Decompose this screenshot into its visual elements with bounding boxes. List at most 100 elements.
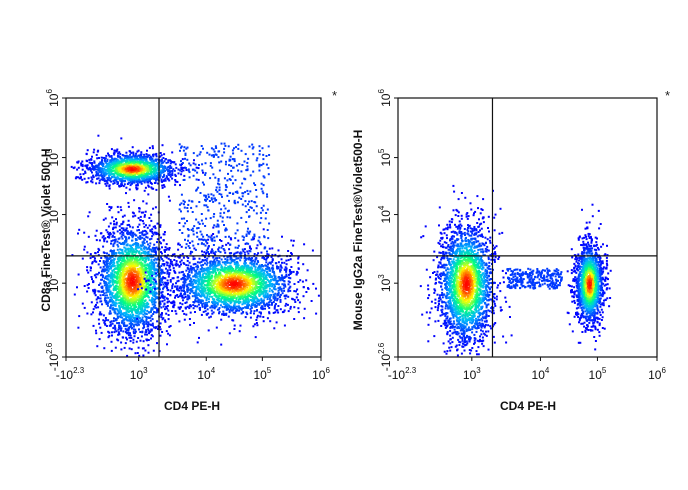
event-dot <box>101 236 104 239</box>
event-dot <box>140 276 143 279</box>
event-dot <box>131 146 134 149</box>
event-dot <box>160 236 162 239</box>
event-dot <box>204 307 206 310</box>
event-dot <box>137 323 140 326</box>
event-dot <box>132 152 135 155</box>
event-dot <box>146 174 149 177</box>
event-dot <box>125 268 128 271</box>
event-dot <box>152 349 155 352</box>
event-dot <box>132 164 135 167</box>
event-dot <box>197 288 200 290</box>
event-dot <box>131 268 134 271</box>
event-dot <box>120 180 123 183</box>
event-dot <box>137 263 140 266</box>
event-dot <box>81 257 84 260</box>
event-dot <box>127 169 130 172</box>
event-dot <box>76 286 78 289</box>
event-dot <box>144 173 146 176</box>
event-dot <box>179 184 181 187</box>
event-dot <box>166 177 169 180</box>
event-dot <box>140 295 143 298</box>
event-dot <box>141 175 144 178</box>
event-dot <box>141 165 144 168</box>
event-dot <box>150 186 153 189</box>
event-dot <box>169 175 172 178</box>
event-dot <box>130 176 133 178</box>
event-dot <box>154 292 156 295</box>
event-dot <box>154 247 157 249</box>
event-dot <box>122 257 125 260</box>
event-dot <box>80 176 82 179</box>
event-dot <box>104 268 107 271</box>
event-dot <box>147 250 150 253</box>
event-dot <box>115 293 118 296</box>
event-dot <box>128 258 131 261</box>
event-dot <box>99 326 102 329</box>
event-dot <box>122 179 125 182</box>
event-dot <box>99 266 102 269</box>
event-dot <box>164 308 166 311</box>
event-dot <box>87 168 90 171</box>
event-dot <box>97 172 100 175</box>
event-dot <box>148 238 151 241</box>
event-dot <box>154 153 157 156</box>
event-dot <box>140 174 143 177</box>
event-dot <box>128 188 131 191</box>
event-dot <box>137 154 140 157</box>
event-dot <box>120 329 122 332</box>
event-dot <box>127 319 130 322</box>
event-dot <box>144 331 147 334</box>
event-dot <box>113 258 116 261</box>
event-dot <box>96 164 99 167</box>
event-dot <box>102 268 104 271</box>
event-dot <box>151 170 154 173</box>
event-dot <box>103 280 105 283</box>
event-dot <box>114 239 116 241</box>
event-dot <box>113 161 116 164</box>
event-dot <box>133 281 136 284</box>
event-dot <box>167 309 170 312</box>
event-dot <box>141 257 144 260</box>
event-dot <box>139 331 142 333</box>
event-dot <box>97 251 99 254</box>
event-dot <box>136 267 139 270</box>
event-dot <box>137 301 140 304</box>
event-dot <box>86 290 89 293</box>
event-dot <box>140 244 142 247</box>
event-dot <box>168 248 171 251</box>
event-dot <box>182 289 185 292</box>
event-dot <box>144 210 147 213</box>
event-dot <box>144 155 147 158</box>
event-dot <box>116 248 119 251</box>
event-dot <box>91 181 94 184</box>
event-dot <box>169 162 172 165</box>
event-dot <box>87 235 90 238</box>
event-dot <box>148 262 151 265</box>
event-dot <box>98 162 101 165</box>
event-dot <box>167 289 170 291</box>
event-dot <box>159 152 162 154</box>
event-dot <box>154 179 157 182</box>
event-dot <box>114 172 117 175</box>
event-dot <box>112 320 115 322</box>
event-dot <box>126 256 129 259</box>
event-dot <box>92 151 95 154</box>
event-dot <box>146 226 149 229</box>
event-dot <box>247 252 250 255</box>
event-dot <box>150 173 153 176</box>
event-dot <box>133 199 136 202</box>
event-dot <box>113 262 116 264</box>
event-dot <box>154 298 156 301</box>
event-dot <box>128 223 131 226</box>
event-dot <box>156 342 158 345</box>
event-dot <box>110 274 113 277</box>
event-dot <box>153 264 156 267</box>
event-dot <box>89 253 92 256</box>
event-dot <box>124 277 127 280</box>
event-dot <box>120 227 123 230</box>
event-dot <box>126 160 129 163</box>
event-dot <box>114 157 117 160</box>
event-dot <box>183 312 186 315</box>
event-dot <box>211 274 213 277</box>
event-dot <box>150 171 153 174</box>
